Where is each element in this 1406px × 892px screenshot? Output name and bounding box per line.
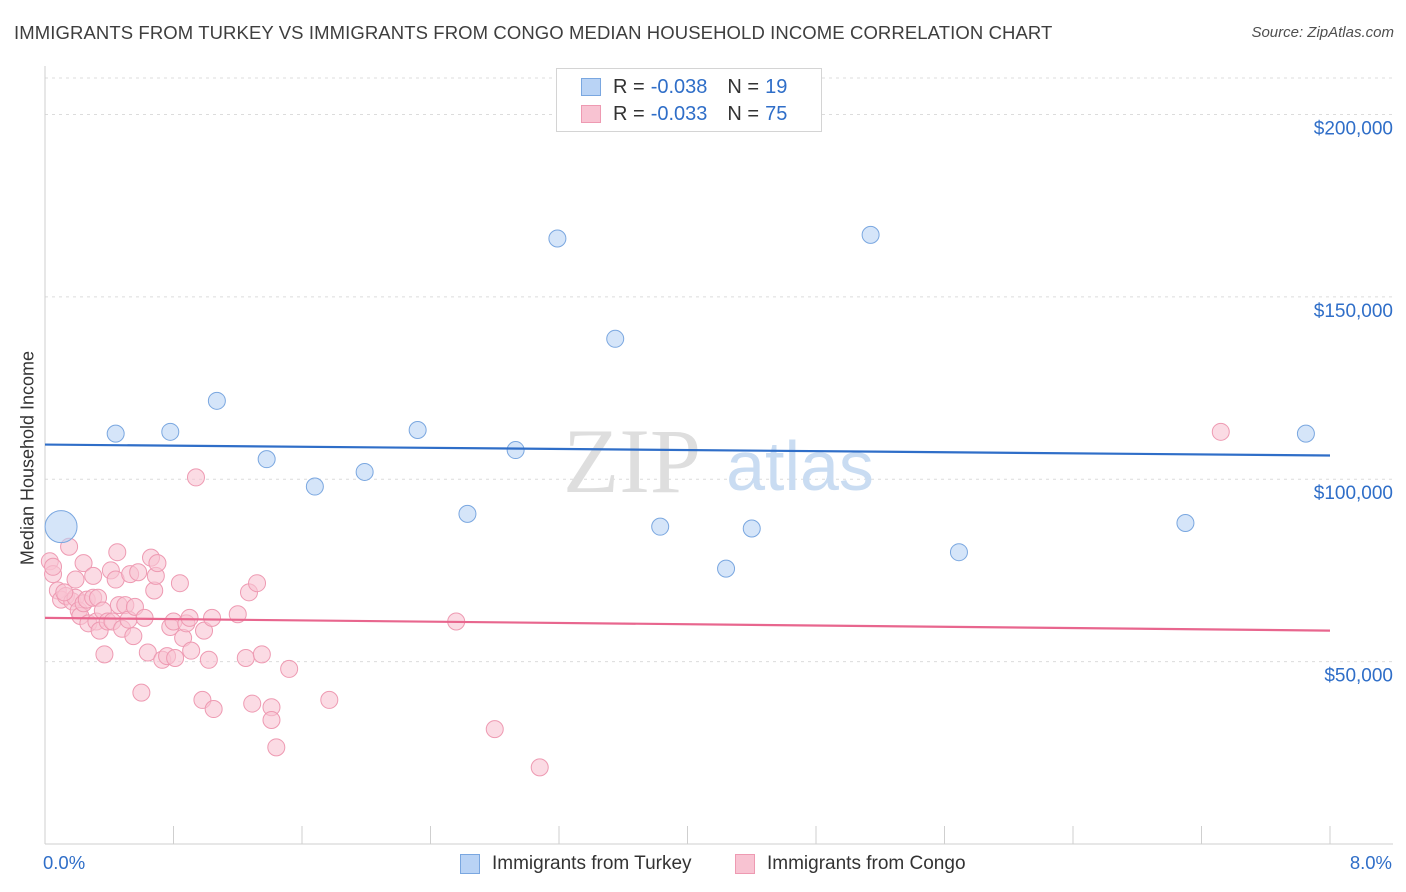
- congo-point-62: [243, 694, 262, 713]
- turkey-point-6: [355, 462, 374, 481]
- congo-points: [40, 422, 1230, 777]
- congo-point-64: [252, 645, 271, 664]
- turkey-swatch: [460, 854, 480, 874]
- congo-point-2: [44, 557, 63, 576]
- congo-r-value: -0.033: [650, 102, 708, 125]
- legend-label-congo: Immigrants from Congo: [767, 853, 966, 874]
- turkey-point-9: [506, 441, 525, 460]
- turkey-swatch: [581, 78, 601, 96]
- congo-point-63: [248, 574, 267, 593]
- y-tick-labels: $50,000 $100,000 $150,000 $200,000: [1314, 118, 1393, 686]
- watermark: ZIP atlas: [563, 410, 874, 512]
- axes: [44, 66, 1393, 845]
- n-label: N =: [727, 75, 760, 98]
- turkey-point-13: [717, 559, 736, 578]
- congo-point-27: [108, 543, 127, 562]
- congo-point-55: [195, 621, 214, 640]
- turkey-point-16: [949, 543, 968, 562]
- turkey-point-15: [861, 225, 880, 244]
- watermark-atlas: atlas: [726, 427, 874, 505]
- congo-swatch: [581, 105, 601, 123]
- congo-point-67: [267, 738, 286, 757]
- y-tick-label-0: $50,000: [1324, 666, 1393, 687]
- turkey-r-value: -0.038: [650, 75, 708, 98]
- turkey-point-12: [651, 517, 670, 536]
- congo-point-71: [485, 720, 504, 739]
- legend-label-turkey: Immigrants from Turkey: [492, 853, 692, 874]
- source-credit: Source: ZipAtlas.com: [1251, 24, 1394, 41]
- turkey-point-3: [207, 391, 226, 410]
- watermark-zip: ZIP: [563, 410, 701, 512]
- congo-point-35: [129, 563, 148, 582]
- turkey-point-5: [305, 477, 324, 496]
- legend-item-turkey: Immigrants from Turkey: [460, 852, 692, 876]
- legend-row-turkey: R = -0.038 N = 19: [581, 76, 787, 98]
- congo-point-8: [66, 570, 85, 589]
- x-tick-max: 8.0%: [1349, 852, 1392, 873]
- congo-point-33: [124, 627, 143, 646]
- turkey-point-4: [257, 450, 276, 469]
- r-label: R =: [613, 102, 645, 125]
- congo-point-17: [84, 566, 103, 585]
- congo-point-47: [166, 648, 185, 667]
- congo-point-66: [262, 710, 281, 729]
- legend-row-congo: R = -0.033 N = 75: [581, 103, 787, 125]
- congo-point-48: [170, 574, 189, 593]
- x-tick-min: 0.0%: [43, 852, 86, 873]
- turkey-point-2: [161, 422, 180, 441]
- turkey-point-11: [606, 329, 625, 348]
- n-label: N =: [727, 102, 760, 125]
- congo-trend-line: [44, 616, 1331, 632]
- congo-point-13: [74, 554, 93, 573]
- congo-point-57: [203, 608, 222, 627]
- turkey-point-0: [44, 510, 78, 544]
- congo-point-58: [204, 700, 223, 719]
- y-tick-label-2: $150,000: [1314, 301, 1393, 322]
- turkey-n-value: 19: [765, 75, 788, 98]
- congo-point-59: [228, 605, 247, 624]
- congo-point-51: [180, 608, 199, 627]
- congo-point-56: [199, 650, 218, 669]
- congo-point-69: [320, 690, 339, 709]
- congo-point-22: [95, 645, 114, 664]
- correlation-legend: R = -0.038 N = 19 R = -0.033 N = 75: [556, 68, 822, 132]
- turkey-point-1: [106, 424, 125, 443]
- congo-point-74: [55, 583, 74, 602]
- y-tick-label-1: $100,000: [1314, 483, 1393, 504]
- r-label: R =: [613, 75, 645, 98]
- congo-swatch: [735, 854, 755, 874]
- turkey-point-14: [742, 519, 761, 538]
- turkey-point-18: [1296, 424, 1315, 443]
- turkey-trend-line: [44, 443, 1331, 457]
- turkey-point-8: [458, 504, 477, 523]
- congo-point-52: [182, 641, 201, 660]
- trend-lines: [44, 443, 1331, 632]
- congo-point-42: [148, 554, 167, 573]
- congo-point-60: [236, 648, 255, 667]
- congo-point-53: [186, 468, 205, 487]
- congo-point-73: [1211, 422, 1230, 441]
- turkey-point-17: [1176, 514, 1195, 533]
- chart-title: IMMIGRANTS FROM TURKEY VS IMMIGRANTS FRO…: [14, 22, 1053, 43]
- turkey-point-7: [408, 420, 427, 439]
- congo-point-36: [132, 683, 151, 702]
- turkey-points: [44, 225, 1315, 578]
- congo-point-38: [138, 643, 157, 662]
- legend-item-congo: Immigrants from Congo: [735, 852, 966, 876]
- congo-point-72: [530, 758, 549, 777]
- congo-n-value: 75: [765, 102, 788, 125]
- congo-point-68: [280, 659, 299, 678]
- y-tick-label-3: $200,000: [1314, 118, 1393, 139]
- turkey-point-10: [548, 229, 567, 248]
